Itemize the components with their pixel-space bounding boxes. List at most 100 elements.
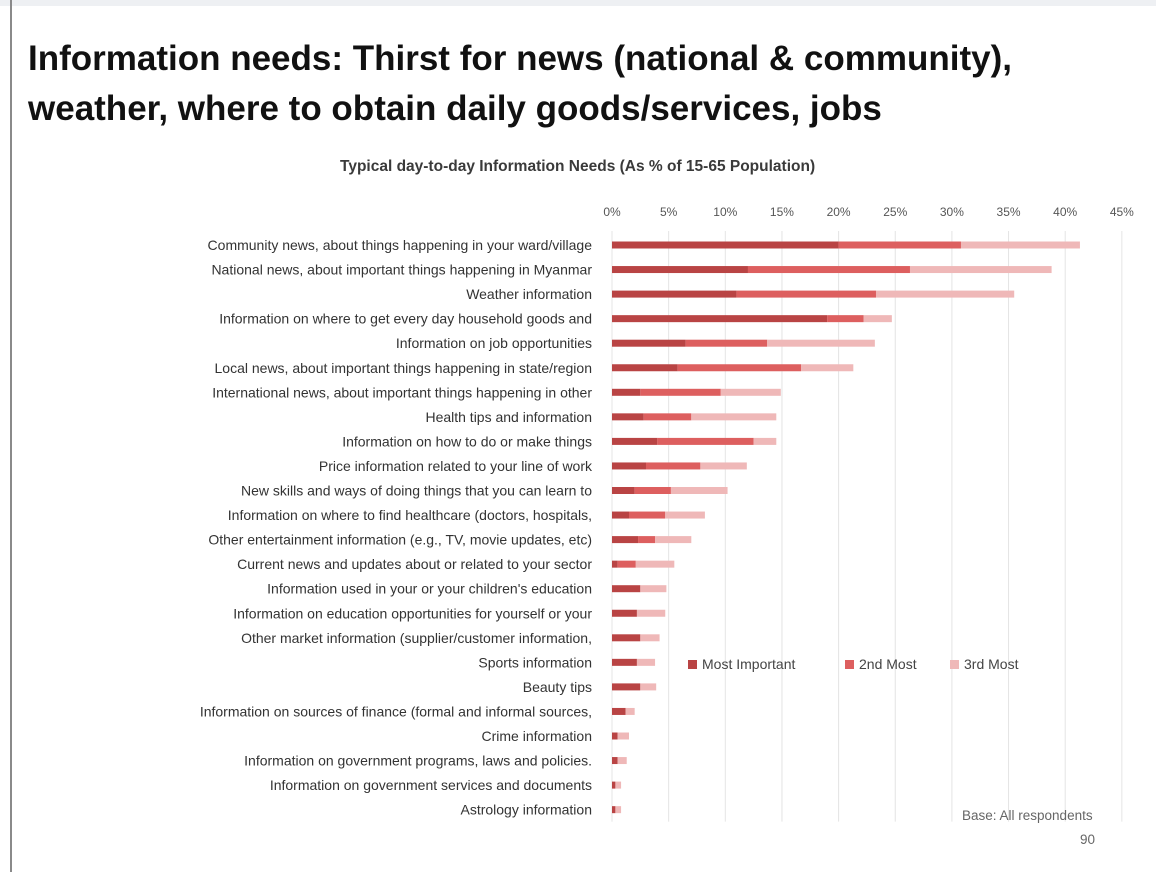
bar-most-important <box>612 757 618 765</box>
bar-most-important <box>612 781 616 789</box>
bar-2nd-most <box>736 290 876 298</box>
x-tick-label: 30% <box>940 205 964 219</box>
bar-most-important <box>612 339 686 347</box>
category-label: Information on job opportunities <box>396 335 592 351</box>
bar-3rd-most <box>615 781 622 789</box>
x-tick-label: 0% <box>603 205 621 219</box>
category-label: Information on government programs, laws… <box>244 753 592 769</box>
bar-2nd-most <box>827 315 864 323</box>
category-label: Sports information <box>478 654 592 670</box>
base-note: Base: All respondents <box>962 808 1093 823</box>
bar-most-important <box>612 487 635 494</box>
bar-most-important <box>612 266 748 274</box>
category-label: National news, about important things ha… <box>211 262 592 278</box>
bar-2nd-most <box>747 266 910 274</box>
category-label: Information on government services and d… <box>270 777 592 793</box>
bar-3rd-most <box>665 511 705 519</box>
bar-3rd-most <box>655 536 692 544</box>
bar-series <box>612 241 1080 814</box>
legend-label: 3rd Most <box>964 656 1019 672</box>
category-label: Information on education opportunities f… <box>233 605 592 621</box>
x-tick-label: 15% <box>770 205 794 219</box>
bar-3rd-most <box>691 413 777 421</box>
bar-most-important <box>612 364 678 372</box>
bar-2nd-most <box>657 437 754 445</box>
x-tick-label: 35% <box>997 205 1021 219</box>
bar-2nd-most <box>638 536 656 544</box>
category-label: Community news, about things happening i… <box>208 237 593 253</box>
bar-3rd-most <box>700 462 747 470</box>
bar-most-important <box>612 609 637 617</box>
bar-most-important <box>612 806 616 814</box>
bar-3rd-most <box>863 315 892 323</box>
bar-most-important <box>612 683 641 691</box>
bar-3rd-most <box>801 364 854 372</box>
category-label: Other entertainment information (e.g., T… <box>208 532 592 548</box>
bar-2nd-most <box>628 511 666 519</box>
legend-swatch <box>688 660 697 669</box>
chart-title: Typical day-to-day Information Needs (As… <box>340 158 816 175</box>
bar-3rd-most <box>636 658 656 666</box>
category-label: Crime information <box>482 728 592 744</box>
bar-2nd-most <box>643 413 692 421</box>
x-tick-label: 45% <box>1110 205 1134 219</box>
category-label: Weather information <box>466 286 592 302</box>
bar-3rd-most <box>960 241 1080 249</box>
bar-most-important <box>612 585 641 593</box>
page-number: 90 <box>1080 832 1096 847</box>
bar-3rd-most <box>720 388 781 396</box>
bar-3rd-most <box>617 732 629 740</box>
bar-2nd-most <box>677 364 802 372</box>
bar-3rd-most <box>640 634 660 642</box>
category-label: Information on where to find healthcare … <box>228 507 592 523</box>
bar-3rd-most <box>640 585 667 593</box>
x-tick-label: 20% <box>827 205 851 219</box>
top-strip <box>0 0 1156 6</box>
x-tick-label: 5% <box>660 205 678 219</box>
bar-most-important <box>612 315 828 323</box>
gridlines <box>611 231 1123 822</box>
legend-swatch <box>845 660 854 669</box>
category-label: Information on sources of finance (forma… <box>200 703 592 719</box>
bar-3rd-most <box>909 266 1052 274</box>
bar-most-important <box>612 388 641 396</box>
category-label: International news, about important thin… <box>212 384 592 400</box>
slide-left-border <box>10 0 12 872</box>
bar-3rd-most <box>640 683 657 691</box>
bar-3rd-most <box>615 806 622 814</box>
category-label: Other market information (supplier/custo… <box>241 630 592 646</box>
bar-most-important <box>612 707 626 715</box>
category-label: Information on how to do or make things <box>342 433 592 449</box>
bar-most-important <box>612 658 637 666</box>
bar-3rd-most <box>635 560 675 568</box>
x-tick-label: 10% <box>713 205 737 219</box>
bar-most-important <box>612 413 644 421</box>
bar-most-important <box>612 290 737 298</box>
chart-legend: Most Important 2nd Most 3rd Most <box>688 656 1019 672</box>
category-label: Health tips and information <box>425 409 592 425</box>
category-label: Astrology information <box>460 802 592 818</box>
bar-3rd-most <box>625 707 635 715</box>
bar-most-important <box>612 732 618 740</box>
x-axis-tick-labels: 0% 5% 10% 15% 20% 25% 30% 35% 40% 45% <box>603 205 1134 219</box>
bar-most-important <box>612 462 646 470</box>
legend-swatch <box>950 660 959 669</box>
bar-most-important <box>612 634 641 642</box>
bar-most-important <box>612 241 839 249</box>
category-label: Information on where to get every day ho… <box>219 311 592 327</box>
legend-label: 2nd Most <box>859 656 917 672</box>
category-label: New skills and ways of doing things that… <box>241 483 592 499</box>
bar-most-important <box>612 560 618 568</box>
bar-2nd-most <box>634 487 671 494</box>
category-label: Current news and updates about or relate… <box>237 556 592 572</box>
x-tick-label: 40% <box>1053 205 1077 219</box>
bar-most-important <box>612 437 658 445</box>
bar-3rd-most <box>767 339 875 347</box>
bar-3rd-most <box>636 609 666 617</box>
category-label: Local news, about important things happe… <box>215 360 592 376</box>
x-tick-label: 25% <box>883 205 907 219</box>
category-label: Beauty tips <box>523 679 592 695</box>
bar-3rd-most <box>617 757 627 765</box>
bar-most-important <box>612 536 639 544</box>
